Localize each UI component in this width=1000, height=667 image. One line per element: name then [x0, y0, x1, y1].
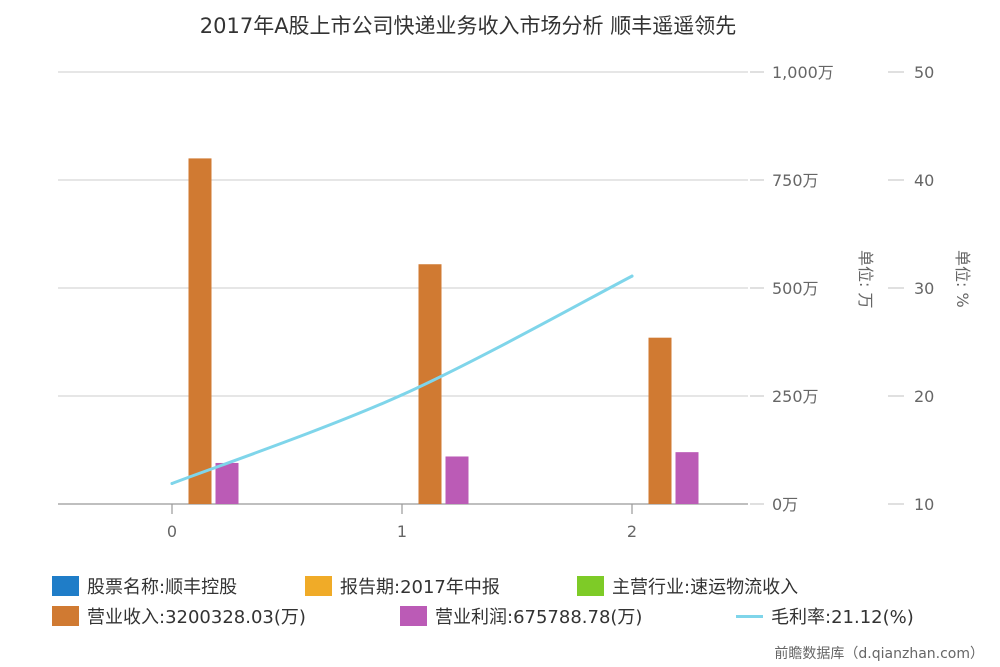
legend: 股票名称:顺丰控股 报告期:2017年中报 主营行业:速运物流收入 营业收入:3… [52, 573, 992, 633]
legend-label-operating-profit: 营业利润:675788.78(万) [435, 607, 643, 628]
line-gross-margin[interactable] [170, 274, 634, 485]
y-left-unit-label: 单位: 万 [856, 250, 875, 308]
bar-revenue[interactable] [188, 158, 212, 504]
line-series [170, 274, 634, 485]
legend-item-stock-name[interactable]: 股票名称:顺丰控股 [52, 573, 237, 599]
bar-operating-profit[interactable] [675, 452, 699, 504]
x-tick-label: 2 [627, 522, 637, 541]
legend-label-gross-margin: 毛利率:21.12(%) [771, 607, 914, 628]
x-tick-label: 1 [397, 522, 407, 541]
y-right-tick-label: 50 [914, 63, 934, 82]
legend-swatch-revenue [52, 606, 79, 626]
y-left-tick-label: 250万 [772, 387, 819, 406]
y-left-tick-label: 0万 [772, 495, 798, 514]
y-right-tick-label: 40 [914, 171, 934, 190]
legend-swatch-operating-profit [400, 606, 427, 626]
legend-label-revenue: 营业收入:3200328.03(万) [87, 607, 306, 628]
legend-swatch-gross-margin [736, 614, 763, 618]
legend-item-gross-margin[interactable]: 毛利率:21.12(%) [736, 603, 914, 629]
grid-lines [58, 71, 748, 505]
legend-row-2: 营业收入:3200328.03(万) 营业利润:675788.78(万) 毛利率… [52, 603, 992, 633]
legend-label-main-industry: 主营行业:速运物流收入 [612, 577, 799, 598]
y-right-tick-label: 20 [914, 387, 934, 406]
x-tick-label: 0 [167, 522, 177, 541]
y-left-tick-label: 500万 [772, 279, 819, 298]
y-right-unit-label: 单位: % [953, 250, 972, 308]
bar-operating-profit[interactable] [215, 462, 239, 504]
bar-revenue[interactable] [648, 337, 672, 504]
y-right-tick-label: 30 [914, 279, 934, 298]
legend-swatch-main-industry [577, 576, 604, 596]
line-point-gross-margin[interactable] [170, 481, 174, 485]
source-credit: 前瞻数据库（d.qianzhan.com） [774, 646, 984, 662]
bar-revenue[interactable] [418, 264, 442, 504]
y-left-tick-label: 750万 [772, 171, 819, 190]
bar-operating-profit[interactable] [445, 456, 469, 504]
legend-swatch-stock-name [52, 576, 79, 596]
line-point-gross-margin[interactable] [630, 274, 634, 278]
y-right-tick-label: 10 [914, 495, 934, 514]
y-axis-right: 10 20 30 40 50 [888, 63, 934, 514]
legend-label-stock-name: 股票名称:顺丰控股 [87, 577, 238, 598]
chart-title: 2017年A股上市公司快递业务收入市场分析 顺丰遥遥领先 [200, 14, 736, 38]
legend-item-main-industry[interactable]: 主营行业:速运物流收入 [577, 573, 798, 599]
legend-row-1: 股票名称:顺丰控股 报告期:2017年中报 主营行业:速运物流收入 [52, 573, 992, 603]
x-axis: 0 1 2 [167, 504, 637, 541]
legend-item-revenue[interactable]: 营业收入:3200328.03(万) [52, 603, 306, 629]
y-left-tick-label: 1,000万 [772, 63, 834, 82]
y-axis-left: 0万 250万 500万 750万 1,000万 [750, 63, 834, 514]
line-point-gross-margin[interactable] [400, 393, 404, 397]
bar-series [188, 158, 699, 504]
legend-item-operating-profit[interactable]: 营业利润:675788.78(万) [400, 603, 642, 629]
legend-swatch-report-period [305, 576, 332, 596]
chart-area: 2017年A股上市公司快递业务收入市场分析 顺丰遥遥领先 0 1 2 0万 250万 5… [58, 14, 972, 541]
legend-item-report-period[interactable]: 报告期:2017年中报 [305, 573, 500, 599]
legend-label-report-period: 报告期:2017年中报 [340, 577, 500, 598]
